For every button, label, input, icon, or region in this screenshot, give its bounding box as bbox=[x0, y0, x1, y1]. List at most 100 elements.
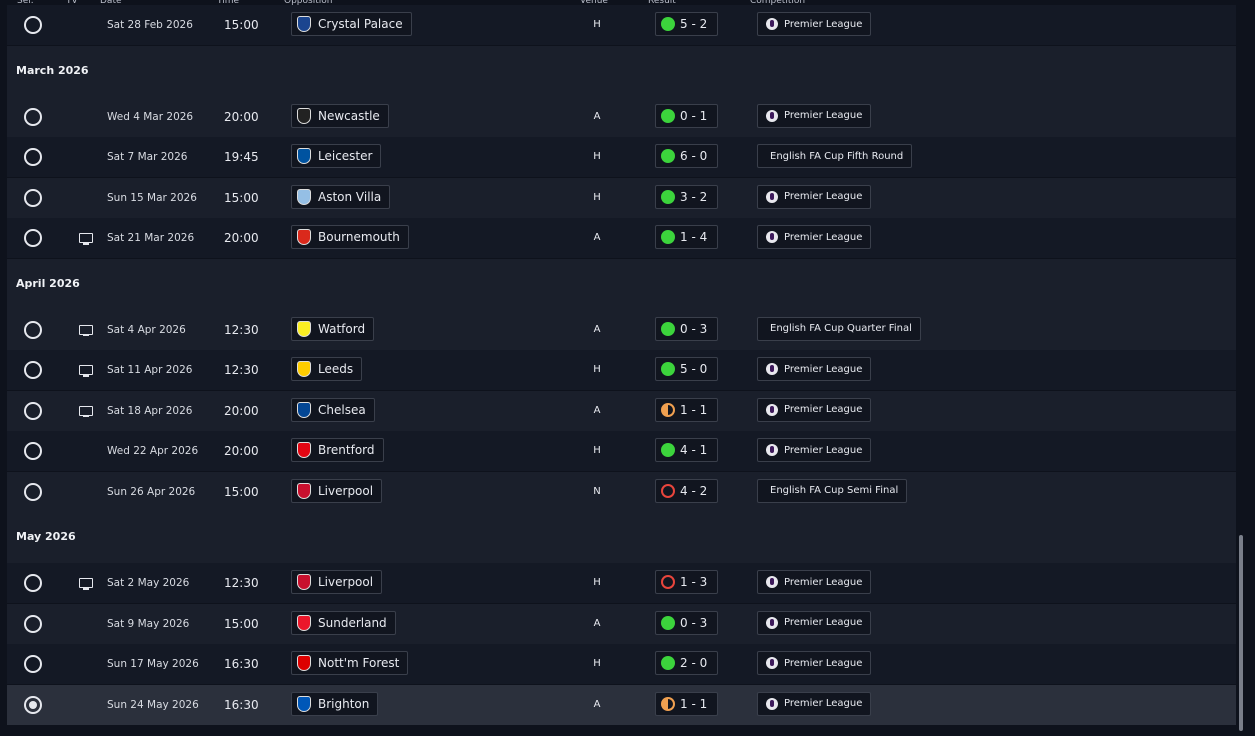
competition-chip[interactable]: English FA Cup Quarter Final bbox=[757, 316, 921, 341]
opposition-chip[interactable]: Watford bbox=[291, 316, 375, 341]
select-radio[interactable] bbox=[24, 320, 42, 339]
team-badge bbox=[297, 482, 311, 499]
opposition-chip[interactable]: Leicester bbox=[291, 144, 382, 168]
select-radio[interactable] bbox=[24, 442, 42, 460]
competition-chip[interactable]: Premier League bbox=[757, 12, 872, 36]
select-radio[interactable] bbox=[24, 401, 42, 420]
competition-chip[interactable]: Premier League bbox=[757, 610, 872, 635]
fixture-row[interactable]: Wed 4 Mar 2026 20:00 Newcastle A 0 - 1 Premie… bbox=[7, 96, 1236, 137]
column-header[interactable]: Result bbox=[648, 0, 676, 6]
fixture-row[interactable]: Sat 9 May 2026 15:00 Sunderland A 0 - 3 Premi… bbox=[7, 603, 1236, 644]
opposition-chip[interactable]: Chelsea bbox=[291, 397, 375, 422]
select-radio[interactable] bbox=[24, 614, 42, 633]
date: Sat 18 Apr 2026 bbox=[107, 404, 193, 417]
result-chip[interactable]: 1 - 1 bbox=[655, 397, 719, 422]
opposition-chip[interactable]: Nott'm Forest bbox=[291, 651, 409, 675]
result-chip[interactable]: 0 - 3 bbox=[655, 316, 719, 341]
fixture-row[interactable]: Sun 17 May 2026 16:30 Nott'm Forest H 2 - 0 P… bbox=[7, 644, 1236, 684]
result-chip[interactable]: 4 - 2 bbox=[655, 478, 719, 503]
fixture-row[interactable]: Wed 22 Apr 2026 20:00 Brentford H 4 - 1 Premi… bbox=[7, 431, 1236, 471]
result-chip[interactable]: 6 - 0 bbox=[655, 144, 719, 168]
select-radio[interactable] bbox=[24, 188, 42, 207]
competition-chip[interactable]: English FA Cup Fifth Round bbox=[757, 144, 913, 168]
select-radio[interactable] bbox=[24, 16, 42, 34]
result-chip[interactable]: 0 - 1 bbox=[655, 103, 719, 128]
select-radio[interactable] bbox=[24, 229, 42, 247]
result-chip[interactable]: 3 - 2 bbox=[655, 184, 719, 209]
competition-chip[interactable]: Premier League bbox=[757, 438, 872, 462]
opposition-chip[interactable]: Newcastle bbox=[291, 103, 389, 128]
select-radio[interactable] bbox=[24, 695, 42, 714]
opposition: Newcastle bbox=[318, 108, 380, 123]
date: Sat 4 Apr 2026 bbox=[107, 323, 186, 336]
team-badge bbox=[297, 442, 311, 458]
result: 3 - 2 bbox=[680, 189, 708, 204]
fixture-row[interactable]: Sat 7 Mar 2026 19:45 Leicester H 6 - 0 Englis… bbox=[7, 137, 1236, 177]
select-radio[interactable] bbox=[24, 482, 42, 501]
competition-chip[interactable]: English FA Cup Semi Final bbox=[757, 478, 908, 503]
competition-logo bbox=[766, 231, 778, 243]
select-radio[interactable] bbox=[24, 361, 42, 379]
fixture-row[interactable]: Sun 26 Apr 2026 15:00 Liverpool N 4 - 2 Engli… bbox=[7, 471, 1236, 512]
fixture-row[interactable]: Sat 4 Apr 2026 12:30 Watford A 0 - 3 English … bbox=[7, 309, 1236, 350]
fixture-row[interactable]: Sat 18 Apr 2026 20:00 Chelsea A 1 - 1 Premier… bbox=[7, 390, 1236, 431]
column-header[interactable]: Sel. bbox=[17, 0, 34, 6]
fixture-row[interactable]: Sun 15 Mar 2026 15:00 Aston Villa H 3 - 2 Pre… bbox=[7, 177, 1236, 218]
result-chip[interactable]: 1 - 1 bbox=[655, 691, 719, 716]
competition-chip[interactable]: Premier League bbox=[757, 184, 872, 209]
opposition-chip[interactable]: Liverpool bbox=[291, 478, 383, 503]
result-chip[interactable]: 2 - 0 bbox=[655, 651, 719, 675]
result-chip[interactable]: 1 - 4 bbox=[655, 225, 719, 249]
fixture-row[interactable]: Sat 2 May 2026 12:30 Liverpool H 1 - 3 Premie… bbox=[7, 563, 1236, 603]
column-header[interactable]: Venue bbox=[580, 0, 608, 6]
opposition-chip[interactable]: Bournemouth bbox=[291, 225, 409, 249]
select-radio[interactable] bbox=[24, 574, 42, 592]
column-header[interactable]: TV bbox=[66, 0, 78, 6]
opposition-chip[interactable]: Liverpool bbox=[291, 570, 383, 594]
venue: A bbox=[593, 323, 601, 335]
column-header[interactable]: Time bbox=[217, 0, 240, 6]
venue: A bbox=[593, 110, 601, 122]
result-chip[interactable]: 4 - 1 bbox=[655, 438, 719, 462]
tv-icon bbox=[79, 324, 93, 336]
opposition-chip[interactable]: Aston Villa bbox=[291, 184, 391, 209]
competition-chip[interactable]: Premier League bbox=[757, 691, 872, 716]
competition-chip[interactable]: Premier League bbox=[757, 225, 872, 249]
venue: H bbox=[593, 19, 601, 30]
result-chip[interactable]: 5 - 0 bbox=[655, 357, 719, 381]
competition-logo bbox=[766, 190, 778, 203]
opposition: Watford bbox=[318, 321, 366, 336]
date: Sat 11 Apr 2026 bbox=[107, 364, 193, 376]
scrollbar[interactable] bbox=[1239, 535, 1243, 731]
select-radio[interactable] bbox=[24, 655, 42, 673]
opposition-chip[interactable]: Leeds bbox=[291, 357, 363, 381]
competition: English FA Cup Semi Final bbox=[770, 485, 899, 496]
result-icon bbox=[661, 189, 675, 204]
column-header[interactable]: Competition bbox=[750, 0, 806, 6]
competition-chip[interactable]: Premier League bbox=[757, 103, 872, 128]
fixture-row[interactable]: Sat 28 Feb 2026 15:00 Crystal Palace H 5 - 2… bbox=[7, 5, 1236, 45]
opposition-chip[interactable]: Sunderland bbox=[291, 610, 396, 635]
result-chip[interactable]: 1 - 3 bbox=[655, 570, 719, 594]
competition-chip[interactable]: Premier League bbox=[757, 570, 872, 594]
date: Wed 4 Mar 2026 bbox=[107, 110, 194, 123]
opposition-chip[interactable]: Brighton bbox=[291, 691, 379, 716]
venue: A bbox=[593, 404, 601, 416]
column-header[interactable]: Opposition bbox=[284, 0, 333, 6]
select-radio[interactable] bbox=[24, 148, 42, 166]
competition-logo bbox=[766, 109, 778, 122]
competition-chip[interactable]: Premier League bbox=[757, 357, 872, 381]
fixture-row[interactable]: Sun 24 May 2026 16:30 Brighton A 1 - 1 Premie… bbox=[7, 684, 1236, 725]
opposition-chip[interactable]: Crystal Palace bbox=[291, 12, 412, 36]
fixture-row[interactable]: Sat 11 Apr 2026 12:30 Leeds H 5 - 0 Premier L… bbox=[7, 350, 1236, 390]
opposition-chip[interactable]: Brentford bbox=[291, 438, 384, 462]
opposition: Nott'm Forest bbox=[318, 656, 400, 670]
result-chip[interactable]: 5 - 2 bbox=[655, 12, 719, 36]
result-chip[interactable]: 0 - 3 bbox=[655, 610, 719, 635]
competition-chip[interactable]: Premier League bbox=[757, 651, 872, 675]
competition-chip[interactable]: Premier League bbox=[757, 397, 872, 422]
select-radio[interactable] bbox=[24, 107, 42, 126]
opposition: Crystal Palace bbox=[318, 17, 403, 31]
column-header[interactable]: Date bbox=[100, 0, 122, 6]
fixture-row[interactable]: Sat 21 Mar 2026 20:00 Bournemouth A 1 - 4 Pre… bbox=[7, 218, 1236, 258]
